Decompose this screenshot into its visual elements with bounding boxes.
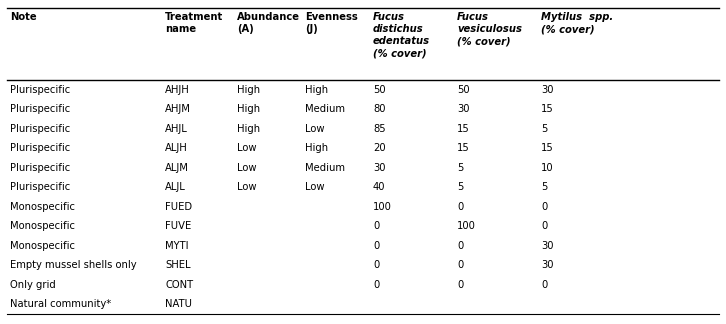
Text: Only grid: Only grid [10,280,56,290]
Text: 50: 50 [373,85,386,95]
Text: 15: 15 [457,124,470,134]
Text: 0: 0 [457,260,463,270]
Text: SHEL: SHEL [165,260,190,270]
Text: Plurispecific: Plurispecific [10,163,70,173]
Text: 0: 0 [373,260,379,270]
Text: High: High [237,104,260,114]
Text: 0: 0 [457,241,463,251]
Text: NATU: NATU [165,299,192,309]
Text: 0: 0 [541,221,547,231]
Text: Monospecific: Monospecific [10,221,75,231]
Text: Abundance
(A): Abundance (A) [237,12,300,34]
Text: 5: 5 [541,124,547,134]
Text: Plurispecific: Plurispecific [10,85,70,95]
Text: 5: 5 [457,182,463,192]
Text: 10: 10 [541,163,554,173]
Text: 30: 30 [373,163,386,173]
Text: Note: Note [10,12,36,22]
Text: 30: 30 [541,260,553,270]
Text: Plurispecific: Plurispecific [10,182,70,192]
Text: 15: 15 [457,143,470,153]
Text: FUED: FUED [165,202,192,212]
Text: 5: 5 [541,182,547,192]
Text: 30: 30 [457,104,470,114]
Text: 0: 0 [541,202,547,212]
Text: 80: 80 [373,104,386,114]
Text: 0: 0 [457,202,463,212]
Text: Low: Low [237,143,256,153]
Text: 30: 30 [541,241,553,251]
Text: Empty mussel shells only: Empty mussel shells only [10,260,136,270]
Text: ALJM: ALJM [165,163,189,173]
Text: Plurispecific: Plurispecific [10,143,70,153]
Text: 100: 100 [457,221,476,231]
Text: Low: Low [237,182,256,192]
Text: 85: 85 [373,124,386,134]
Text: 0: 0 [373,221,379,231]
Text: 5: 5 [457,163,463,173]
Text: FUVE: FUVE [165,221,191,231]
Text: ALJH: ALJH [165,143,188,153]
Text: 15: 15 [541,143,554,153]
Text: AHJL: AHJL [165,124,188,134]
Text: High: High [237,124,260,134]
Text: Mytilus  spp.
(% cover): Mytilus spp. (% cover) [541,12,613,34]
Text: 40: 40 [373,182,386,192]
Text: Low: Low [305,124,325,134]
Text: Low: Low [305,182,325,192]
Text: High: High [237,85,260,95]
Text: Medium: Medium [305,104,345,114]
Text: 0: 0 [373,241,379,251]
Text: Fucus
vesiculosus
(% cover): Fucus vesiculosus (% cover) [457,12,522,46]
Text: MYTI: MYTI [165,241,189,251]
Text: High: High [305,143,328,153]
Text: Monospecific: Monospecific [10,241,75,251]
Text: AHJM: AHJM [165,104,191,114]
Text: Plurispecific: Plurispecific [10,124,70,134]
Text: CONT: CONT [165,280,193,290]
Text: ALJL: ALJL [165,182,186,192]
Text: 20: 20 [373,143,386,153]
Text: AHJH: AHJH [165,85,189,95]
Text: Treatment
name: Treatment name [165,12,224,34]
Text: 30: 30 [541,85,553,95]
Text: Monospecific: Monospecific [10,202,75,212]
Text: 15: 15 [541,104,554,114]
Text: 0: 0 [373,280,379,290]
Text: 50: 50 [457,85,470,95]
Text: Fucus
distichus
edentatus
(% cover): Fucus distichus edentatus (% cover) [373,12,430,58]
Text: 0: 0 [457,280,463,290]
Text: High: High [305,85,328,95]
Text: 0: 0 [541,280,547,290]
Text: Plurispecific: Plurispecific [10,104,70,114]
Text: Medium: Medium [305,163,345,173]
Text: 100: 100 [373,202,392,212]
Text: Natural community*: Natural community* [10,299,111,309]
Text: Evenness
(J): Evenness (J) [305,12,358,34]
Text: Low: Low [237,163,256,173]
